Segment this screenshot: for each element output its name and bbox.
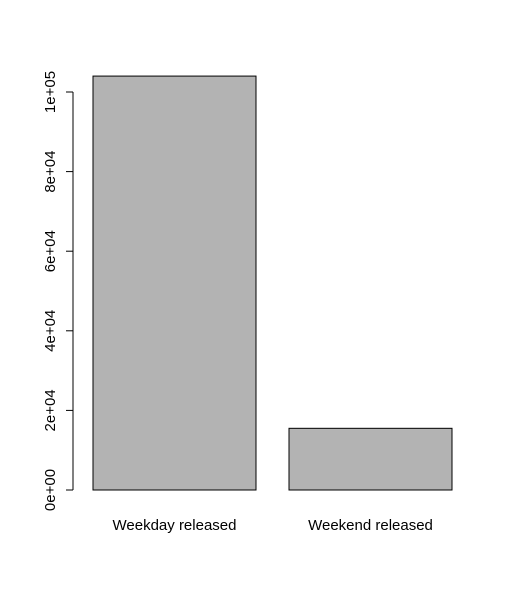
y-axis: 0e+00 2e+04 4e+04 6e+04 8e+04 1e+05 bbox=[42, 71, 74, 511]
bar-weekend-released bbox=[288, 427, 453, 491]
y-tick-label: 4e+04 bbox=[42, 310, 59, 352]
x-tick-label: Weekday released bbox=[113, 517, 237, 534]
y-tick-label: 2e+04 bbox=[42, 389, 59, 431]
y-tick-label: 0e+00 bbox=[42, 469, 59, 511]
x-tick-labels: Weekday released Weekend released bbox=[113, 517, 433, 534]
y-tick-label: 8e+04 bbox=[42, 151, 59, 193]
bar-weekday-released bbox=[92, 75, 257, 491]
x-tick-label: Weekend released bbox=[308, 517, 433, 534]
y-tick-label: 6e+04 bbox=[42, 230, 59, 272]
y-tick-label: 1e+05 bbox=[42, 71, 59, 113]
bars-group bbox=[92, 75, 453, 491]
